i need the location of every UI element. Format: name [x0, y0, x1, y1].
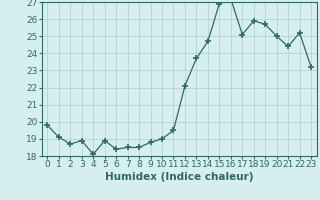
X-axis label: Humidex (Indice chaleur): Humidex (Indice chaleur): [105, 172, 253, 182]
